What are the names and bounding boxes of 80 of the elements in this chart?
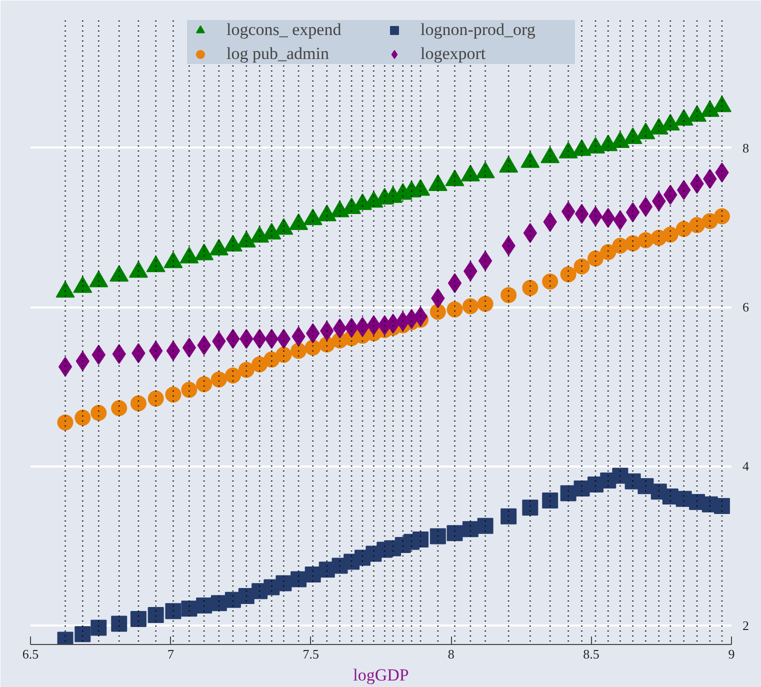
point (477, 518, 494, 534)
point (304, 566, 321, 582)
legend-label: logcons_ expend (226, 20, 342, 40)
point (522, 500, 538, 516)
point (57, 414, 74, 430)
point (111, 400, 128, 416)
point (560, 266, 576, 282)
point (412, 531, 429, 548)
point (58, 356, 72, 377)
point (430, 528, 446, 544)
point (74, 410, 91, 426)
x-tick-label: 7.5 (302, 646, 320, 662)
point (130, 395, 146, 412)
point (276, 328, 291, 349)
x-tick-label: 7 (167, 646, 174, 662)
legend-label: lognon-prod_org (420, 20, 536, 40)
point (462, 521, 478, 538)
point (181, 600, 198, 617)
point (196, 598, 212, 614)
y-tick-label: 2 (742, 618, 749, 633)
point (477, 296, 494, 312)
point (130, 611, 146, 628)
point (181, 382, 198, 398)
point (448, 273, 462, 294)
point (478, 250, 492, 271)
point (500, 508, 517, 524)
point (290, 571, 307, 588)
point (148, 607, 164, 624)
point (224, 367, 241, 384)
point (304, 340, 321, 356)
point (74, 626, 91, 642)
x-tick-label: 8 (448, 646, 454, 662)
legend-label: log pub_admin (226, 44, 330, 64)
point (523, 223, 538, 244)
point (522, 280, 538, 296)
point (166, 340, 180, 361)
point (290, 342, 307, 359)
point (276, 575, 292, 592)
point (276, 346, 292, 363)
point (111, 616, 128, 632)
legend-label: logexport (420, 44, 487, 64)
point (613, 210, 628, 230)
point (210, 371, 227, 388)
point (148, 390, 164, 407)
y-tick-label: 8 (742, 140, 749, 156)
x-tick-label: 8.5 (583, 646, 600, 662)
point (561, 202, 576, 222)
point (600, 244, 616, 260)
point (182, 338, 196, 358)
point (500, 287, 517, 304)
point (638, 196, 653, 217)
point (446, 301, 463, 318)
point (332, 318, 347, 339)
x-axis-title: logGDP (353, 666, 409, 684)
point (430, 304, 446, 320)
point (638, 232, 654, 248)
point (574, 204, 589, 224)
point (689, 217, 706, 234)
point (165, 386, 182, 403)
point (90, 620, 107, 636)
point (238, 362, 254, 378)
x-tick-label: 6.5 (22, 646, 39, 662)
point (462, 298, 478, 314)
point (542, 492, 558, 508)
point (90, 404, 107, 421)
y-tick-label: 4 (742, 458, 750, 474)
x-tick-label: 9 (728, 646, 735, 662)
point (714, 498, 730, 514)
point (366, 315, 381, 336)
point (165, 603, 182, 620)
point (676, 221, 692, 238)
point (446, 525, 463, 542)
point (196, 376, 212, 392)
point (574, 258, 590, 274)
point (626, 202, 640, 222)
point (542, 274, 558, 290)
point (662, 226, 678, 243)
y-tick-label: 6 (742, 300, 750, 315)
point (714, 208, 730, 224)
point (588, 250, 604, 266)
